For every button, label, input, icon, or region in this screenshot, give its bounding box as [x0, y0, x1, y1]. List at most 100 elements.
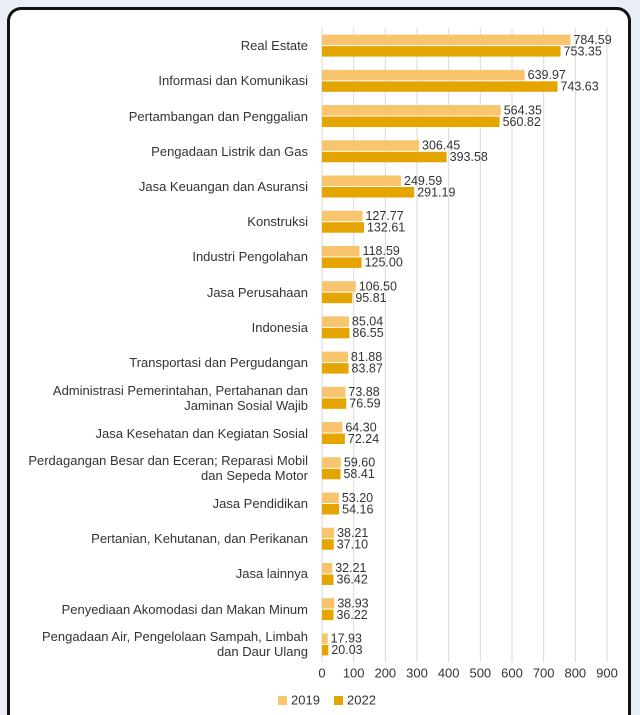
bar	[322, 105, 501, 116]
data-label: 73.88	[348, 385, 379, 399]
bar	[322, 327, 350, 339]
bar	[322, 292, 353, 304]
data-label: 106.50	[359, 279, 397, 293]
legend-label: 2019	[291, 692, 320, 707]
bar	[322, 562, 333, 574]
data-label: 85.04	[352, 315, 383, 329]
bar	[322, 46, 561, 57]
data-label: 560.82	[503, 115, 541, 129]
x-tick-label: 800	[564, 665, 586, 680]
bar	[322, 69, 525, 81]
data-label: 86.55	[352, 326, 383, 340]
bar	[322, 574, 334, 585]
bar	[322, 116, 500, 128]
x-tick-label: 600	[501, 665, 523, 680]
data-label: 125.00	[365, 256, 403, 270]
data-label: 32.21	[335, 561, 366, 575]
legend-swatch	[334, 696, 343, 705]
data-label: 249.59	[404, 174, 442, 188]
bar	[322, 175, 402, 186]
data-label: 118.59	[363, 244, 400, 258]
data-label: 81.88	[351, 350, 382, 364]
category-label: Pertambangan dan Penggalian	[128, 108, 308, 124]
bar	[322, 281, 356, 292]
data-label: 83.87	[352, 361, 383, 375]
data-label: 38.93	[337, 596, 368, 610]
bar	[322, 644, 329, 656]
data-label: 17.93	[331, 632, 362, 646]
data-label: 36.22	[336, 608, 367, 622]
bar	[322, 468, 341, 480]
data-label: 53.20	[342, 491, 373, 505]
bar	[322, 433, 345, 445]
category-label: Jasa Pendidikan	[212, 495, 308, 511]
data-label: 784.59	[573, 33, 611, 47]
x-tick-label: 900	[596, 665, 618, 680]
category-label: Jasa lainnya	[235, 566, 308, 582]
bar	[322, 539, 334, 550]
bar	[322, 633, 328, 644]
x-tick-label: 100	[343, 665, 365, 680]
data-label: 58.41	[343, 467, 374, 481]
bar	[322, 422, 343, 433]
x-tick-label: 500	[469, 665, 491, 680]
data-label: 127.77	[365, 209, 403, 223]
bar	[322, 363, 349, 374]
category-label: Jasa Kesehatan dan Kegiatan Sosial	[95, 425, 309, 441]
bar	[322, 140, 420, 151]
data-label: 393.58	[450, 150, 488, 164]
bar	[322, 316, 349, 327]
data-label: 132.61	[367, 221, 405, 235]
x-tick-label: 300	[406, 665, 428, 680]
x-tick-label: 400	[438, 665, 460, 680]
data-label: 76.59	[349, 397, 380, 411]
x-tick-label: 0	[318, 665, 325, 680]
bar	[322, 398, 347, 409]
category-label: Pengadaan Air, Pengelolaan Sampah, Limba…	[42, 629, 308, 660]
data-label: 564.35	[504, 103, 542, 117]
bar	[322, 598, 335, 609]
data-label: 64.30	[345, 420, 376, 434]
category-label: Jasa Perusahaan	[206, 284, 308, 300]
category-label: Konstruksi	[247, 214, 308, 230]
bar	[322, 386, 346, 398]
category-label: Administrasi Pemerintahan, Pertahanan da…	[52, 382, 308, 413]
x-tick-label: 200	[374, 665, 396, 680]
bar	[322, 210, 363, 222]
bar	[322, 187, 415, 198]
data-label: 54.16	[342, 502, 373, 516]
bar	[322, 151, 447, 163]
data-label: 753.35	[564, 44, 602, 58]
data-label: 743.63	[560, 80, 598, 94]
legend-label: 2022	[347, 692, 376, 707]
bar	[322, 245, 360, 257]
bar	[322, 257, 362, 268]
bar	[322, 457, 341, 468]
data-label: 20.03	[331, 643, 362, 657]
bar	[322, 492, 339, 503]
data-label: 36.42	[337, 573, 368, 587]
bar	[322, 81, 558, 92]
data-label: 306.45	[422, 139, 460, 153]
data-label: 639.97	[528, 68, 566, 82]
data-label: 37.10	[337, 538, 368, 552]
bar	[322, 351, 348, 363]
category-label: Penyediaan Akomodasi dan Makan Minum	[61, 601, 308, 617]
data-label: 72.24	[348, 432, 379, 446]
bar	[322, 504, 340, 515]
category-label: Industri Pengolahan	[192, 249, 308, 265]
bar	[322, 222, 364, 233]
x-tick-label: 700	[533, 665, 555, 680]
data-label: 38.21	[337, 526, 368, 540]
data-label: 291.19	[417, 185, 455, 199]
bar	[322, 34, 571, 46]
bar	[322, 527, 335, 539]
chart-frame	[7, 7, 631, 715]
category-label: Informasi dan Komunikasi	[158, 73, 308, 89]
data-label: 95.81	[355, 291, 386, 305]
category-label: Transportasi dan Pergudangan	[129, 355, 308, 371]
category-label: Jasa Keuangan dan Asuransi	[138, 178, 308, 194]
category-label: Real Estate	[240, 38, 308, 54]
